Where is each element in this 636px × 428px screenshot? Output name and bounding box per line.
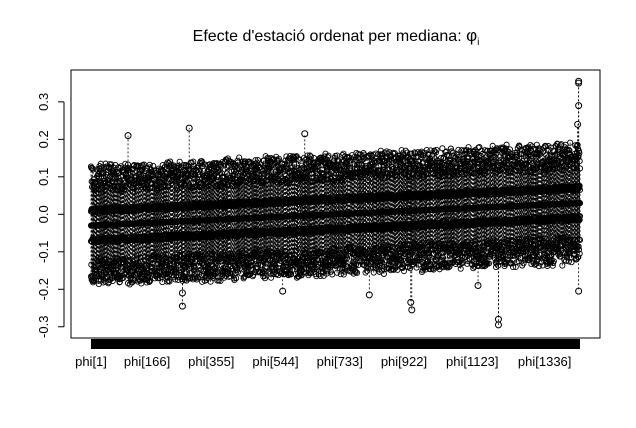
- chart-title-subscript: i: [477, 37, 479, 48]
- chart-title-text: Efecte d'estació ordenat per mediana:: [193, 28, 466, 45]
- chart-title-symbol: φ: [466, 26, 477, 45]
- chart-title: Efecte d'estació ordenat per mediana: φi: [193, 26, 480, 48]
